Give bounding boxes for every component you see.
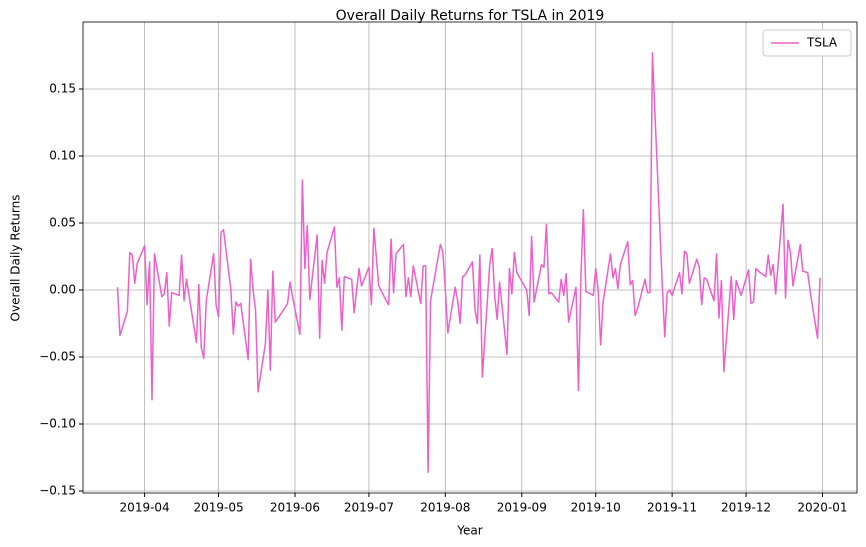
plot-frame [82, 21, 858, 494]
x-tick-label: 2019-04 [120, 501, 170, 515]
y-tick-label: −0.05 [39, 349, 76, 363]
y-tick-label: 0.00 [49, 282, 76, 296]
y-axis-label: Overall Daily Returns [9, 195, 23, 322]
y-tick-label: 0.10 [49, 148, 76, 162]
x-tick-label: 2019-08 [420, 501, 470, 515]
y-tick-label: −0.10 [39, 416, 76, 430]
x-tick-label: 2019-05 [194, 501, 244, 515]
data-line [116, 52, 821, 473]
y-tick-label: −0.15 [39, 483, 76, 497]
y-tick-label: 0.15 [49, 81, 76, 95]
chart-title: Overall Daily Returns for TSLA in 2019 [336, 8, 605, 24]
x-tick-label: 2019-09 [497, 501, 547, 515]
x-tick-label: 2019-12 [721, 501, 771, 515]
y-tick-label: 0.05 [49, 215, 76, 229]
x-tick-label: 2019-11 [647, 501, 697, 515]
x-tick-label: 2019-06 [270, 501, 320, 515]
x-tick-label: 2020-01 [797, 501, 847, 515]
x-tick-label: 2019-07 [344, 501, 394, 515]
x-axis-label: Year [456, 524, 482, 538]
legend-label: TSLA [806, 36, 838, 50]
x-tick-label: 2019-10 [571, 501, 621, 515]
legend-box [762, 29, 852, 57]
